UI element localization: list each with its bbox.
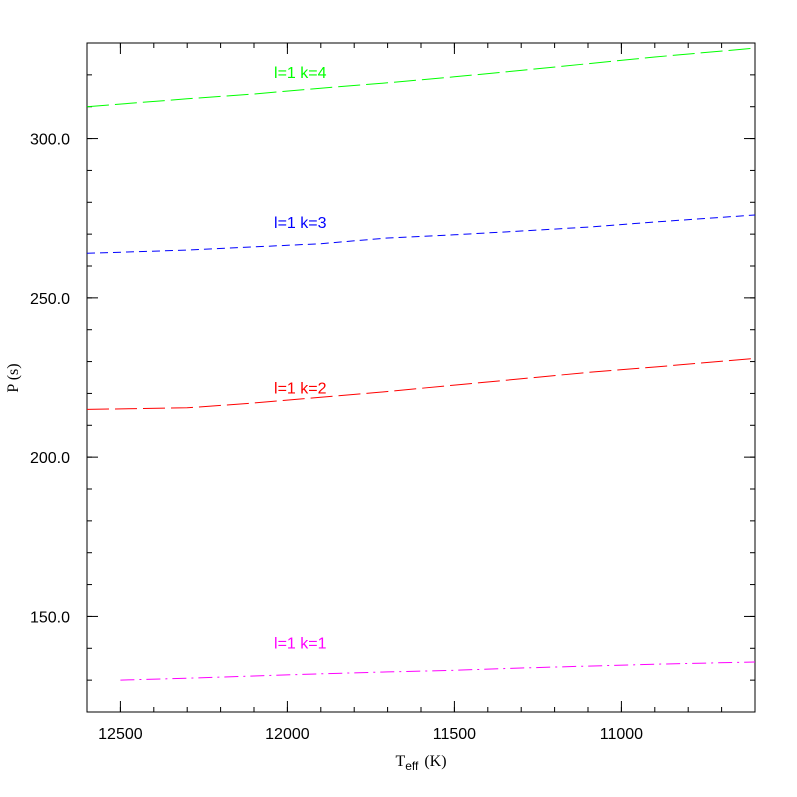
major-ticks <box>87 43 755 712</box>
y-tick-label: 150.0 <box>30 609 70 626</box>
series-label-3: l=1 k=3 <box>274 215 327 232</box>
x-tick-label: 12000 <box>265 726 310 743</box>
series-label-2: l=1 k=2 <box>274 380 327 397</box>
series-labels: l=1 k=1 l=1 k=2 l=1 k=3 l=1 k=4 <box>274 65 327 652</box>
series-label-1: l=1 k=1 <box>274 635 327 652</box>
series-line-2 <box>86 357 756 410</box>
x-tick-label: 12500 <box>98 726 143 743</box>
series-line-1 <box>120 661 756 681</box>
y-axis-title: P (s) <box>5 363 22 392</box>
series-label-4: l=1 k=4 <box>274 65 327 82</box>
series-line-3 <box>86 214 756 254</box>
series-line-4 <box>86 47 756 108</box>
x-axis-title-main: T <box>395 753 405 770</box>
y-tick-label: 250.0 <box>30 291 70 308</box>
x-tick-label: 11500 <box>433 726 476 743</box>
series-lines <box>86 47 756 681</box>
minor-ticks <box>86 42 756 713</box>
plot-frame <box>86 42 756 713</box>
y-tick-label: 200.0 <box>30 450 70 467</box>
x-axis-title: Teff (K) <box>395 753 446 773</box>
tick-labels: 12500 12000 11500 11000 150.0 200.0 250.0 300.0 <box>30 132 643 743</box>
x-tick-label: 11000 <box>600 726 643 743</box>
y-tick-label: 300.0 <box>30 132 70 149</box>
x-axis-title-unit: (K) <box>424 753 446 770</box>
x-axis-title-sub: eff <box>405 759 419 773</box>
